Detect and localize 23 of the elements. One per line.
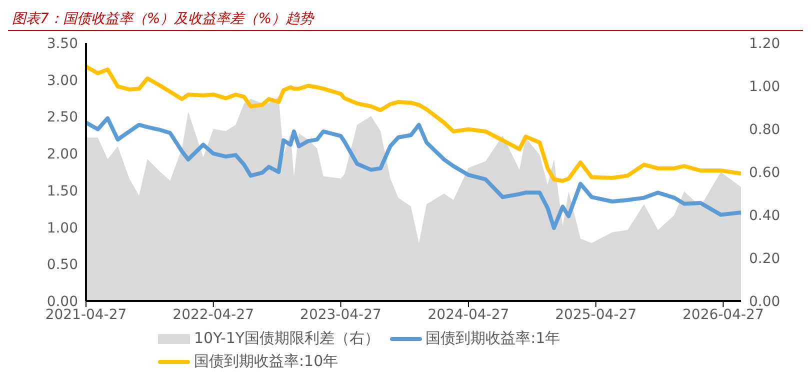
y2-tick-label: 0.20 bbox=[749, 250, 780, 267]
y-tick-label: 1.00 bbox=[46, 220, 78, 236]
x-tick-label: 2023-04-27 bbox=[300, 306, 382, 323]
y-tick-label: 2.00 bbox=[46, 146, 78, 163]
y2-tick-label: 0.60 bbox=[749, 164, 780, 181]
y2-tick-label: 0.80 bbox=[749, 122, 780, 138]
x-tick-label: 2024-04-27 bbox=[428, 306, 510, 323]
legend-label: 国债到期收益率:10年 bbox=[193, 352, 338, 371]
x-tick-label: 2025-04-27 bbox=[555, 306, 637, 323]
y2-tick-label: 0.40 bbox=[749, 208, 780, 224]
y-tick-label: 3.00 bbox=[46, 72, 78, 89]
y-tick-label: 2.50 bbox=[46, 110, 78, 126]
line-series bbox=[86, 116, 741, 230]
line-series bbox=[86, 64, 741, 183]
y-tick-label: 3.50 bbox=[46, 36, 78, 52]
x-tick-label: 2022-04-27 bbox=[172, 306, 254, 323]
y2-tick-label: 1.20 bbox=[749, 36, 780, 52]
legend-label: 国债到期收益率:1年 bbox=[424, 329, 560, 348]
y2-tick-label: 1.00 bbox=[749, 78, 780, 95]
chart-title: 图表7：国债收益率（%）及收益率差（%）趋势 bbox=[8, 8, 803, 31]
y-tick-label: 1.50 bbox=[46, 183, 78, 200]
y-tick-label: 0.50 bbox=[46, 257, 78, 274]
legend-label: 10Y-1Y国债期限利差（右） bbox=[193, 329, 380, 348]
